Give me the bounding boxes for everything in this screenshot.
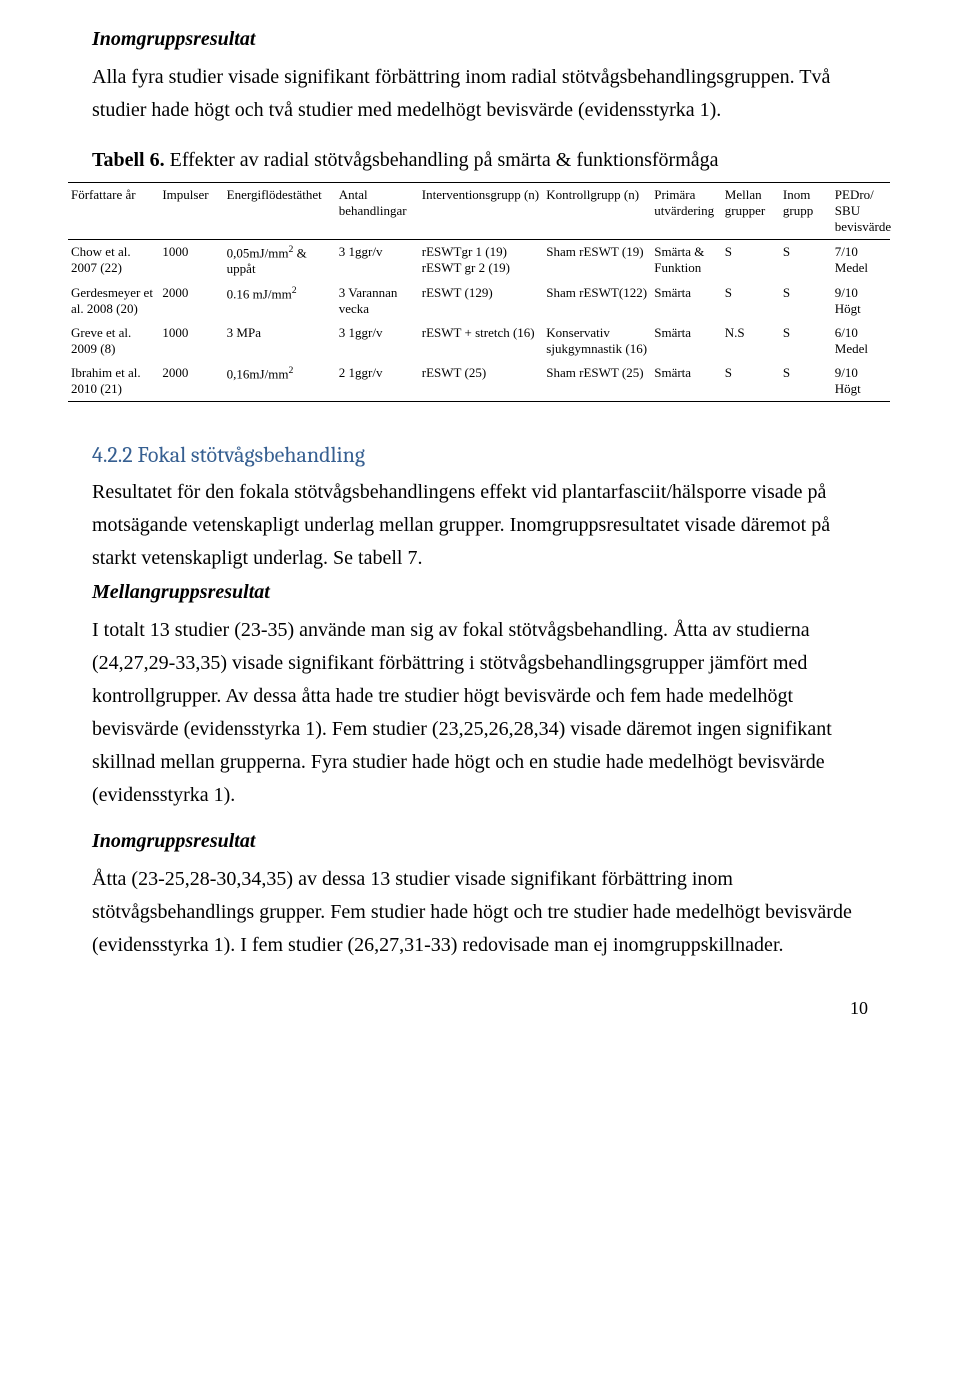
cell-inom: S [780, 361, 832, 402]
cell-antal: 3 Varannan vecka [336, 281, 419, 321]
table-wrapper: Författare år Impulser Energiflödestäthe… [68, 182, 890, 402]
cell-impulser: 2000 [159, 361, 223, 402]
cell-pedro: 9/10 Högt [832, 361, 890, 402]
cell-antal: 2 1ggr/v [336, 361, 419, 402]
table-head: Författare år Impulser Energiflödestäthe… [68, 183, 890, 240]
cell-inom: S [780, 281, 832, 321]
section1-heading: Inomgruppsresultat [92, 28, 868, 51]
th-antal: Antal behandlingar [336, 183, 419, 240]
cell-kontroll: Sham rESWT(122) [543, 281, 651, 321]
table-caption: Tabell 6. Effekter av radial stötvågsbeh… [92, 149, 868, 172]
cell-impulser: 2000 [159, 281, 223, 321]
cell-author: Ibrahim et al. 2010 (21) [68, 361, 159, 402]
cell-primar: Smärta [651, 281, 722, 321]
cell-interv: rESWT (129) [419, 281, 544, 321]
cell-mellan: S [722, 281, 780, 321]
cell-energi: 0,05mJ/mm2 & uppåt [224, 240, 336, 282]
cell-kontroll: Sham rESWT (25) [543, 361, 651, 402]
cell-antal: 3 1ggr/v [336, 240, 419, 282]
th-impulser: Impulser [159, 183, 223, 240]
cell-primar: Smärta [651, 321, 722, 361]
section1-paragraph: Alla fyra studier visade signifikant för… [92, 61, 868, 127]
cell-interv: rESWTgr 1 (19) rESWT gr 2 (19) [419, 240, 544, 282]
cell-primar: Smärta [651, 361, 722, 402]
cell-author: Chow et al. 2007 (22) [68, 240, 159, 282]
cell-interv: rESWT + stretch (16) [419, 321, 544, 361]
cell-kontroll: Konservativ sjukgymnastik (16) [543, 321, 651, 361]
cell-energi: 0.16 mJ/mm2 [224, 281, 336, 321]
cell-impulser: 1000 [159, 321, 223, 361]
page-number: 10 [92, 998, 868, 1019]
th-primar: Primära utvärdering [651, 183, 722, 240]
cell-antal: 3 1ggr/v [336, 321, 419, 361]
th-author: Författare år [68, 183, 159, 240]
th-interv: Interventionsgrupp (n) [419, 183, 544, 240]
cell-author: Greve et al. 2009 (8) [68, 321, 159, 361]
cell-mellan: S [722, 361, 780, 402]
data-table: Författare år Impulser Energiflödestäthe… [68, 182, 890, 402]
cell-pedro: 6/10 Medel [832, 321, 890, 361]
section2-sub1-para: I totalt 13 studier (23-35) använde man … [92, 614, 868, 812]
cell-interv: rESWT (25) [419, 361, 544, 402]
table-row: Ibrahim et al. 2010 (21)20000,16mJ/mm22 … [68, 361, 890, 402]
th-energi: Energiflödestäthet [224, 183, 336, 240]
th-pedro: PEDro/ SBU bevisvärde [832, 183, 890, 240]
table-caption-label: Tabell 6. [92, 149, 165, 171]
table-row: Greve et al. 2009 (8)10003 MPa3 1ggr/vrE… [68, 321, 890, 361]
cell-inom: S [780, 321, 832, 361]
th-inom: Inom grupp [780, 183, 832, 240]
section2-sub2-para: Åtta (23-25,28-30,34,35) av dessa 13 stu… [92, 863, 868, 962]
cell-author: Gerdesmeyer et al. 2008 (20) [68, 281, 159, 321]
section2-heading: 4.2.2 Fokal stötvågsbehandling [92, 442, 868, 468]
section2-sub2-heading: Inomgruppsresultat [92, 830, 868, 853]
table-row: Gerdesmeyer et al. 2008 (20)20000.16 mJ/… [68, 281, 890, 321]
cell-energi: 3 MPa [224, 321, 336, 361]
cell-inom: S [780, 240, 832, 282]
cell-kontroll: Sham rESWT (19) [543, 240, 651, 282]
page: Inomgruppsresultat Alla fyra studier vis… [0, 0, 960, 1059]
cell-pedro: 7/10 Medel [832, 240, 890, 282]
cell-impulser: 1000 [159, 240, 223, 282]
section2-sub1-heading: Mellangruppsresultat [92, 581, 868, 604]
section2-para1: Resultatet för den fokala stötvågsbehand… [92, 476, 868, 575]
cell-mellan: N.S [722, 321, 780, 361]
cell-pedro: 9/10 Högt [832, 281, 890, 321]
cell-energi: 0,16mJ/mm2 [224, 361, 336, 402]
th-kontroll: Kontrollgrupp (n) [543, 183, 651, 240]
cell-primar: Smärta & Funktion [651, 240, 722, 282]
cell-mellan: S [722, 240, 780, 282]
th-mellan: Mellan grupper [722, 183, 780, 240]
table-caption-text: Effekter av radial stötvågsbehandling på… [165, 149, 719, 171]
table-body: Chow et al. 2007 (22)10000,05mJ/mm2 & up… [68, 240, 890, 402]
table-row: Chow et al. 2007 (22)10000,05mJ/mm2 & up… [68, 240, 890, 282]
